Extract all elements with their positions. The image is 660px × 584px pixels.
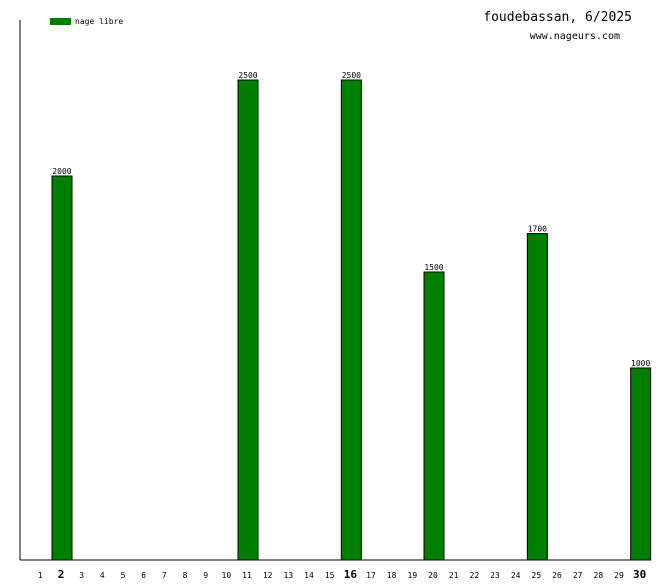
x-tick-label: 13: [284, 571, 294, 580]
bar: [51, 175, 73, 561]
x-tick-label: 2: [58, 568, 65, 580]
bar: [340, 79, 362, 561]
legend: nage libre: [50, 17, 123, 26]
bar: [526, 233, 548, 561]
x-tick-label: 1: [38, 571, 43, 580]
x-tick-label: 6: [141, 571, 146, 580]
x-tick-label: 27: [573, 571, 583, 580]
x-tick-label: 11: [242, 571, 252, 580]
x-tick-label: 8: [183, 571, 188, 580]
x-tick-label: 4: [100, 571, 105, 580]
x-tick-label: 29: [614, 571, 624, 580]
x-tick-label: 15: [325, 571, 335, 580]
x-tick-label: 28: [594, 571, 604, 580]
legend-swatch: [50, 18, 71, 25]
x-tick-label: 16: [344, 568, 358, 580]
x-tick-label: 24: [511, 571, 521, 580]
x-tick-label: 5: [121, 571, 126, 580]
bar-value-label: 2500: [342, 71, 361, 80]
bar: [423, 271, 445, 561]
x-tick-label: 21: [449, 571, 459, 580]
bar-value-label: 2000: [52, 167, 71, 176]
bar-value-label: 1500: [424, 263, 443, 272]
x-tick-label: 18: [387, 571, 397, 580]
x-tick-label: 22: [470, 571, 480, 580]
chart-subtitle: www.nageurs.com: [529, 31, 620, 42]
x-tick-label: 23: [490, 571, 500, 580]
x-tick-label: 14: [304, 571, 314, 580]
x-tick-label: 20: [428, 571, 438, 580]
x-tick-label: 17: [366, 571, 376, 580]
legend-label: nage libre: [75, 17, 124, 26]
x-tick-label: 26: [552, 571, 562, 580]
bar-value-label: 1700: [528, 225, 547, 234]
x-tick-label: 30: [633, 568, 646, 580]
bar-value-label: 2500: [238, 71, 257, 80]
x-tick-label: 25: [532, 571, 542, 580]
x-tick-label: 19: [408, 571, 418, 580]
bar: [630, 367, 652, 561]
bar: [237, 79, 259, 561]
x-tick-label: 3: [79, 571, 84, 580]
x-tick-label: 10: [222, 571, 232, 580]
x-tick-label: 9: [203, 571, 208, 580]
x-tick-label: 12: [263, 571, 273, 580]
bar-value-label: 1000: [631, 359, 650, 368]
x-tick-label: 7: [162, 571, 167, 580]
chart-title: foudebassan, 6/2025: [483, 10, 632, 25]
